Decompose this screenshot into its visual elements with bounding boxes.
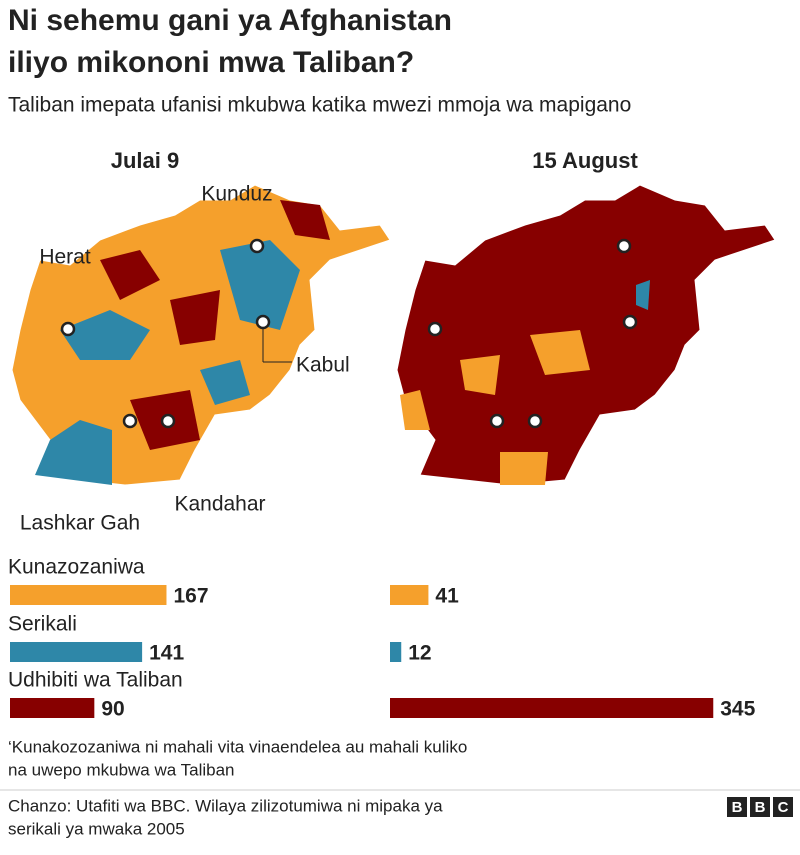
region (220, 240, 300, 330)
city-label: Kabul (296, 354, 350, 377)
city-label: Kandahar (174, 493, 265, 516)
source: serikali ya mwaka 2005 (8, 819, 185, 838)
city-dot (60, 321, 76, 337)
city-dot (622, 314, 638, 330)
city-dot (427, 321, 443, 337)
city-label: Lashkar Gah (20, 512, 140, 535)
note: na uwepo mkubwa wa Taliban (8, 760, 235, 779)
country-shape (396, 184, 776, 486)
source: Chanzo: Utafiti wa BBC. Wilaya zilizotum… (8, 796, 443, 815)
region (500, 452, 548, 485)
bar (390, 642, 402, 662)
value-label: 141 (149, 642, 184, 665)
city-dot (255, 314, 271, 330)
note: ‘Kunakozozaniwa ni mahali vita vinaendel… (8, 737, 467, 756)
city-dot (160, 413, 176, 429)
city-dot (527, 413, 543, 429)
region (280, 200, 330, 240)
bar (10, 698, 95, 718)
logo-letter: B (732, 799, 743, 816)
subtitle: Taliban imepata ufanisi mkubwa katika mw… (8, 94, 631, 117)
bar (390, 698, 714, 718)
region (400, 390, 430, 430)
region (636, 280, 650, 310)
logo-box (773, 797, 793, 817)
city-dot (616, 238, 632, 254)
category-label: Kunazozaniwa (8, 556, 145, 579)
value-label: 345 (720, 698, 755, 721)
bar (10, 642, 143, 662)
chart-title: Ni sehemu gani ya Afghanistan (8, 4, 452, 37)
bar (390, 585, 429, 605)
logo-box (750, 797, 770, 817)
region (35, 420, 112, 485)
region (60, 310, 150, 360)
map (11, 184, 391, 486)
panel-title: 15 August (532, 148, 638, 173)
category-label: Serikali (8, 613, 77, 636)
region (200, 360, 250, 405)
map (396, 184, 776, 486)
logo-letter: C (778, 799, 789, 816)
city-dot (122, 413, 138, 429)
city-label: Herat (39, 246, 91, 269)
region (460, 355, 500, 395)
city-label: Kunduz (201, 183, 272, 206)
panel-title: Julai 9 (111, 148, 179, 173)
logo-letter: B (755, 799, 766, 816)
region (100, 250, 160, 300)
region (530, 330, 590, 375)
chart-title: iliyo mikononi mwa Taliban? (8, 46, 414, 79)
logo-box (727, 797, 747, 817)
city-dot (249, 238, 265, 254)
value-label: 90 (101, 698, 124, 721)
bar (10, 585, 167, 605)
category-label: Udhibiti wa Taliban (8, 669, 183, 692)
city-dot (489, 413, 505, 429)
value-label: 167 (173, 585, 208, 608)
region (170, 290, 220, 345)
value-label: 41 (435, 585, 459, 608)
value-label: 12 (408, 642, 431, 665)
